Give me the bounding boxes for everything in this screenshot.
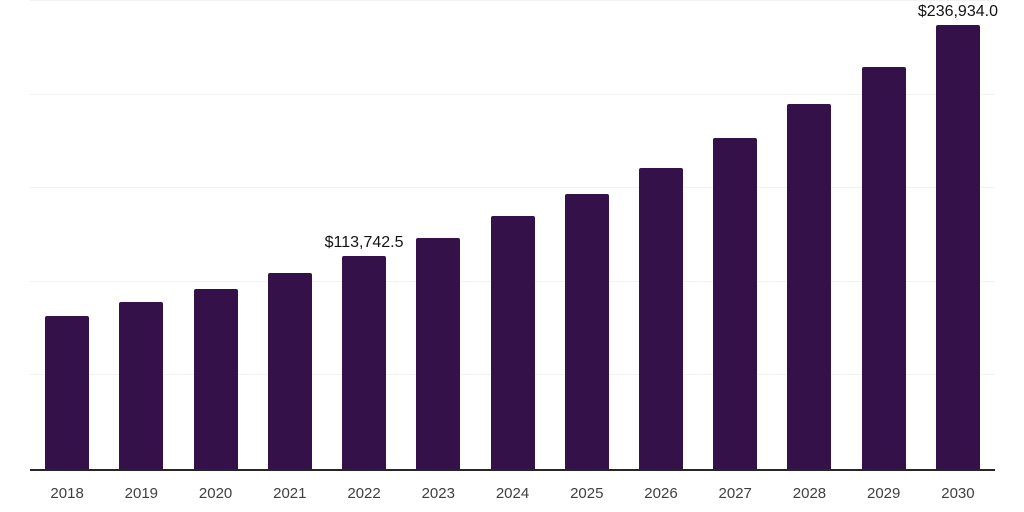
bar-2022[interactable] (342, 256, 387, 469)
x-tick-label-2019: 2019 (124, 485, 159, 502)
x-tick-label-2023: 2023 (421, 485, 455, 502)
bar-2025[interactable] (564, 193, 609, 469)
bar-column-2023 (401, 237, 475, 469)
bar-column-2019 (104, 301, 178, 469)
x-axis-labels: 2018 2019 2020 2021 2022 2023 2024 2025 2026 2027… (30, 471, 995, 501)
gridline (30, 93, 995, 95)
bar-2021[interactable] (267, 273, 312, 469)
bar-2019[interactable] (119, 301, 164, 469)
bar-2023[interactable] (416, 237, 461, 469)
bar-2026[interactable] (638, 167, 683, 469)
x-tick-label-2027: 2027 (718, 485, 752, 502)
x-tick-label-2030: 2030 (941, 485, 975, 502)
bar-column-2022: $113,742.5 (324, 234, 404, 469)
bar-column-2027 (698, 137, 772, 469)
bar-column-2030: $236,934.0 (917, 3, 998, 469)
bar-2029[interactable] (861, 67, 906, 469)
bar-2020[interactable] (193, 289, 238, 469)
x-tick-label-2020: 2020 (198, 485, 233, 502)
value-label-2030: $236,934.0 (917, 3, 998, 21)
bar-column-2018 (30, 315, 104, 469)
gridline (30, 187, 995, 189)
bar-2018[interactable] (45, 315, 90, 469)
x-tick-label-2025: 2025 (570, 485, 604, 502)
x-tick-label-2029: 2029 (867, 485, 901, 502)
bar-2028[interactable] (787, 103, 832, 469)
bar-column-2029 (847, 67, 921, 469)
x-tick-label-2028: 2028 (792, 485, 827, 502)
x-tick-label-2021: 2021 (273, 485, 307, 502)
bar-chart: $113,742.5 $236,934.0 2018 2019 2020 2021 202… (30, 0, 998, 501)
x-tick-label-2024: 2024 (495, 485, 530, 502)
bar-2027[interactable] (713, 137, 758, 469)
bar-column-2024 (475, 216, 549, 469)
bar-2024[interactable] (490, 216, 535, 469)
x-tick-label-2018: 2018 (50, 485, 84, 502)
bars-container: $113,742.5 $236,934.0 (30, 0, 998, 469)
plot-area: $113,742.5 $236,934.0 (30, 0, 998, 471)
bar-column-2028 (772, 103, 846, 469)
x-tick-label-2026: 2026 (644, 485, 678, 502)
bar-column-2020 (178, 289, 252, 469)
bar-2030[interactable] (935, 25, 980, 469)
bar-column-2026 (624, 167, 698, 469)
gridline (30, 0, 995, 1)
x-tick-label-2022: 2022 (347, 485, 381, 502)
value-label-2022: $113,742.5 (324, 234, 404, 252)
bar-column-2021 (253, 273, 327, 469)
bar-column-2025 (550, 193, 624, 469)
